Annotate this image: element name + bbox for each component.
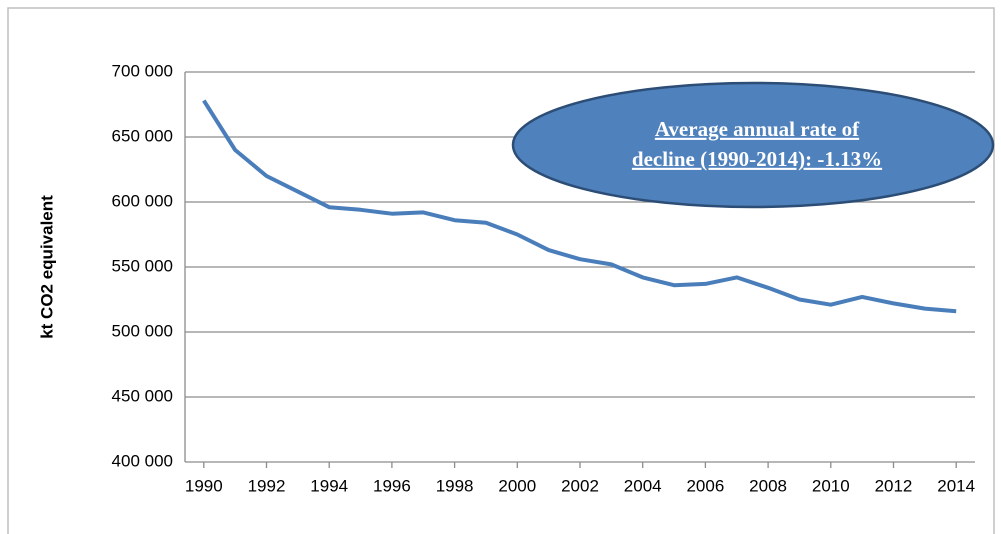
y-tick-label: 500 000	[112, 321, 173, 340]
y-tick-label: 600 000	[112, 191, 173, 210]
x-tick-label: 1994	[310, 476, 348, 495]
annotation-bubble	[511, 81, 995, 209]
annotation-text: decline (1990-2014): -1.13%	[632, 147, 882, 171]
data-line	[202, 99, 957, 314]
x-tick-label: 2004	[624, 476, 662, 495]
x-tick-label: 1992	[248, 476, 286, 495]
x-tick-label: 1990	[185, 476, 223, 495]
x-tick-label: 2002	[561, 476, 599, 495]
chart-border	[7, 7, 995, 534]
annotation-text: Average annual rate of	[655, 117, 860, 141]
x-tick-label: 1996	[373, 476, 411, 495]
y-tick-label: 450 000	[112, 386, 173, 405]
x-tick-label: 2012	[875, 476, 913, 495]
x-tick-label: 2006	[686, 476, 724, 495]
y-tick-label: 400 000	[112, 451, 173, 470]
y-tick-label: 700 000	[112, 61, 173, 80]
x-tick-label: 2010	[812, 476, 850, 495]
y-tick-label: 650 000	[112, 126, 173, 145]
x-tick-label: 1998	[436, 476, 474, 495]
y-axis-label: kt CO2 equivalent	[37, 195, 56, 339]
x-tick-label: 2014	[937, 476, 975, 495]
x-tick-label: 2000	[498, 476, 536, 495]
y-tick-label: 550 000	[112, 256, 173, 275]
x-tick-label: 2008	[749, 476, 787, 495]
